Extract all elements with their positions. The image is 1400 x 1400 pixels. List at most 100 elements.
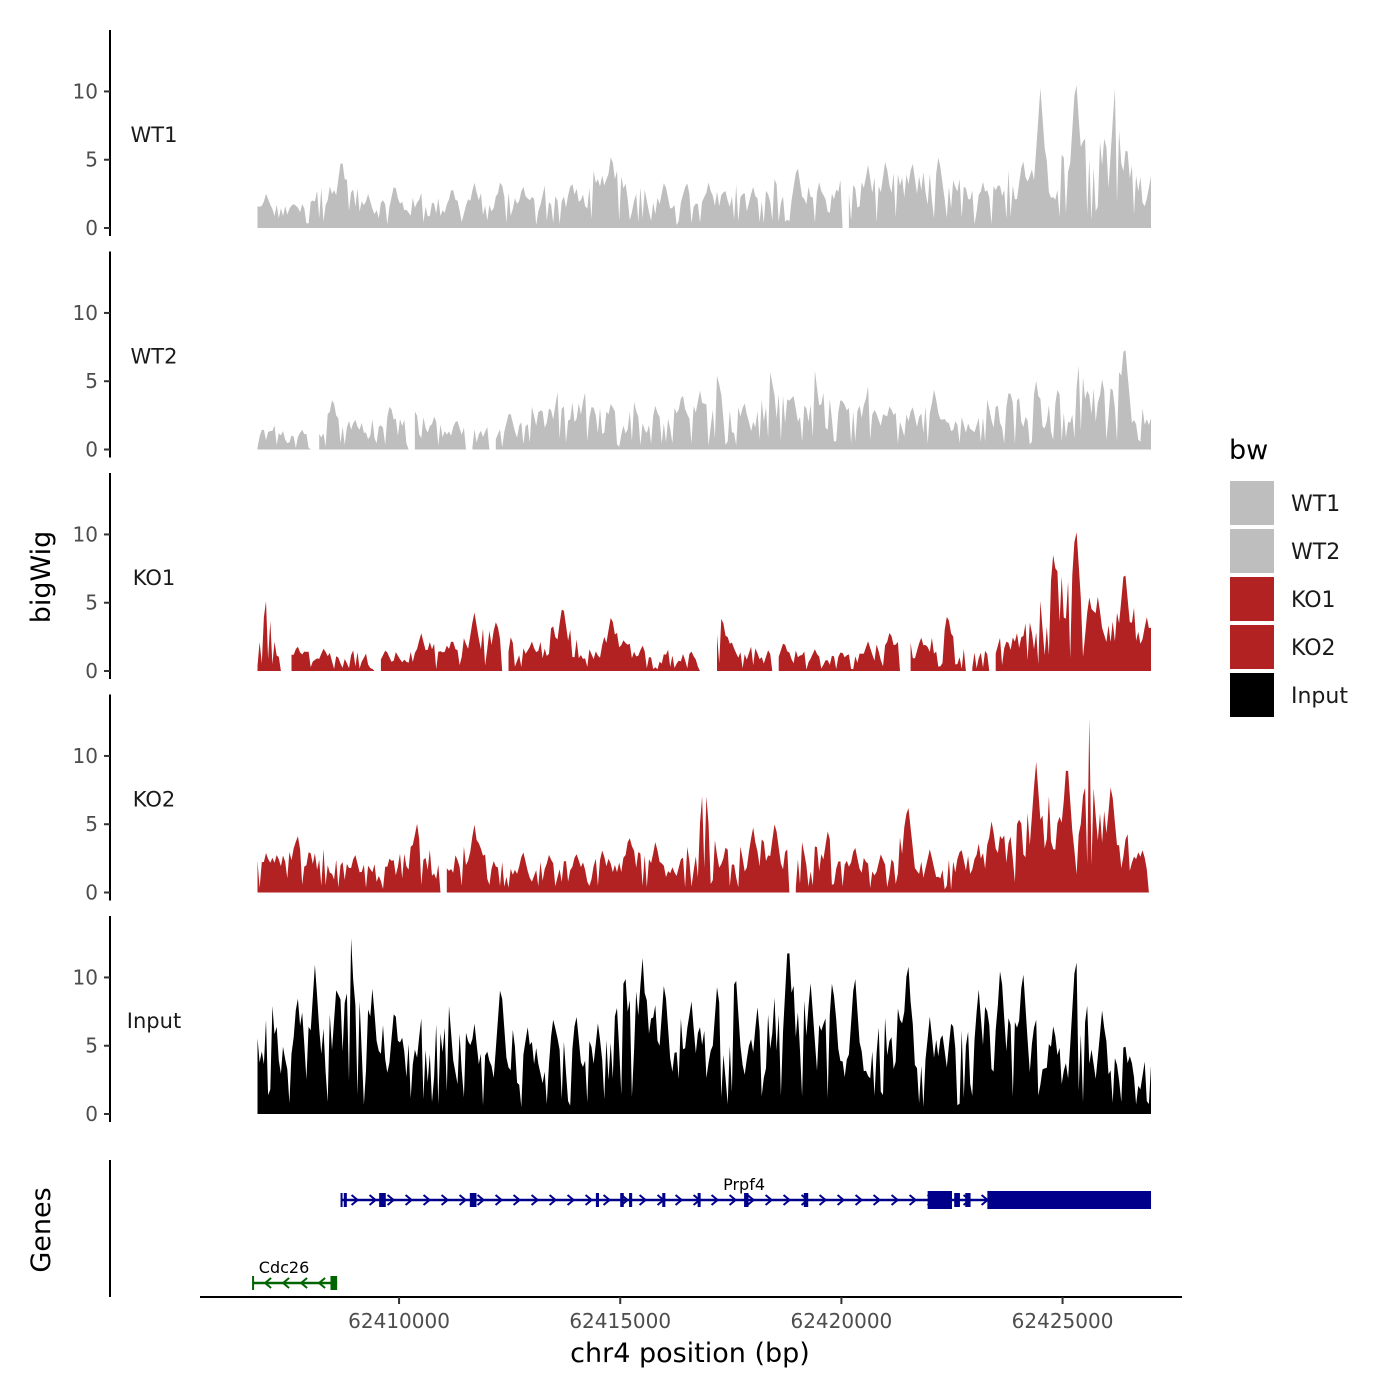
y-tick-label: 5 bbox=[85, 148, 98, 172]
gene-exon bbox=[330, 1276, 338, 1290]
gene-strand-arrow bbox=[281, 1277, 290, 1289]
y-axis-title-genes: Genes bbox=[26, 1187, 57, 1272]
gene-prpf4: Prpf4 bbox=[340, 1175, 1152, 1209]
track-label: KO2 bbox=[133, 788, 176, 812]
gene-strand-arrow bbox=[494, 1194, 504, 1206]
legend-label-wt2: WT2 bbox=[1291, 540, 1340, 565]
gene-exon bbox=[987, 1191, 1152, 1209]
x-axis-title: chr4 position (bp) bbox=[570, 1338, 810, 1369]
gene-strand-arrow bbox=[350, 1194, 360, 1206]
signal-area-ko1 bbox=[257, 532, 1151, 671]
y-tick-label: 10 bbox=[73, 522, 98, 546]
gene-exon bbox=[595, 1193, 599, 1207]
legend-swatch-ko1 bbox=[1230, 577, 1274, 621]
signal-area-wt2 bbox=[257, 350, 1151, 450]
gene-exon bbox=[629, 1193, 633, 1207]
x-tick-label: 62420000 bbox=[790, 1309, 892, 1333]
x-tick-label: 62410000 bbox=[348, 1309, 450, 1333]
gene-exon bbox=[744, 1193, 749, 1207]
gene-exon bbox=[662, 1193, 666, 1207]
legend: bw WT1 WT2 KO1 KO2 Input bbox=[1229, 435, 1348, 717]
x-tick-label: 62425000 bbox=[1012, 1309, 1114, 1333]
legend-title: bw bbox=[1229, 435, 1268, 466]
gene-strand-arrow bbox=[818, 1194, 828, 1206]
y-tick-label: 5 bbox=[85, 1034, 98, 1058]
y-tick-label: 10 bbox=[73, 744, 98, 768]
legend-label-wt1: WT1 bbox=[1291, 492, 1340, 517]
gene-strand-arrow bbox=[548, 1194, 558, 1206]
y-tick-label: 5 bbox=[85, 369, 98, 393]
track-label: WT2 bbox=[131, 345, 178, 369]
gene-exon bbox=[954, 1193, 960, 1207]
gene-strand-arrow bbox=[530, 1194, 540, 1206]
y-axis-title-bigwig: bigWig bbox=[26, 531, 57, 624]
gene-exon bbox=[620, 1193, 624, 1207]
gene-strand-arrow bbox=[908, 1194, 918, 1206]
gene-exon bbox=[803, 1193, 809, 1207]
gene-strand-arrow bbox=[476, 1194, 486, 1206]
gene-strand-arrow bbox=[638, 1194, 648, 1206]
gene-strand-arrow bbox=[746, 1194, 756, 1206]
gene-label: Prpf4 bbox=[723, 1175, 765, 1194]
gene-strand-arrow bbox=[764, 1194, 774, 1206]
gene-strand-arrow bbox=[263, 1277, 272, 1289]
gene-strand-arrow bbox=[836, 1194, 846, 1206]
gene-strand-arrow bbox=[782, 1194, 792, 1206]
gene-strand-arrow bbox=[422, 1194, 432, 1206]
y-tick-label: 5 bbox=[85, 591, 98, 615]
gene-strand-arrow bbox=[728, 1194, 738, 1206]
track-label: KO1 bbox=[133, 566, 176, 590]
track-wt1: 0 5 10 WT1 bbox=[73, 30, 1151, 240]
signal-area-ko2 bbox=[257, 717, 1149, 893]
y-tick-label: 0 bbox=[85, 659, 98, 683]
legend-swatch-ko2 bbox=[1230, 625, 1274, 669]
track-input: 0 5 10 Input bbox=[73, 916, 1151, 1126]
gene-cdc26: Cdc26 bbox=[252, 1258, 338, 1290]
y-tick-label: 0 bbox=[85, 216, 98, 240]
gene-strand-arrow bbox=[584, 1194, 594, 1206]
gene-strand-arrow bbox=[674, 1194, 684, 1206]
y-tick-label: 0 bbox=[85, 881, 98, 905]
gene-strand-arrow bbox=[317, 1277, 326, 1289]
gene-strand-arrow bbox=[368, 1194, 378, 1206]
gene-strand-arrow bbox=[710, 1194, 720, 1206]
gene-exon bbox=[469, 1193, 477, 1207]
gene-strand-arrow bbox=[854, 1194, 864, 1206]
y-tick-label: 5 bbox=[85, 812, 98, 836]
gene-exon bbox=[927, 1191, 952, 1209]
track-ko1: 0 5 10 KO1 bbox=[73, 473, 1151, 683]
legend-label-input: Input bbox=[1291, 684, 1348, 709]
y-tick-label: 10 bbox=[73, 79, 98, 103]
y-tick-label: 10 bbox=[73, 301, 98, 325]
track-ko2: 0 5 10 KO2 bbox=[73, 694, 1149, 905]
genes-layer: Cdc26 Prpf4 bbox=[109, 1160, 1152, 1297]
gene-exon bbox=[379, 1193, 386, 1207]
gene-exon bbox=[697, 1193, 701, 1207]
legend-swatch-input bbox=[1230, 673, 1274, 717]
x-tick-label: 62415000 bbox=[569, 1309, 671, 1333]
legend-label-ko1: KO1 bbox=[1291, 588, 1336, 613]
legend-swatch-wt1 bbox=[1230, 481, 1274, 525]
gene-strand-arrow bbox=[404, 1194, 414, 1206]
gene-exon bbox=[965, 1193, 971, 1207]
gene-strand-arrow bbox=[602, 1194, 612, 1206]
signal-area-wt1 bbox=[257, 85, 1151, 229]
gene-strand-arrow bbox=[440, 1194, 450, 1206]
gene-strand-arrow bbox=[458, 1194, 468, 1206]
x-axis: 62410000 62415000 62420000 62425000 bbox=[200, 1296, 1182, 1333]
gene-strand-arrow bbox=[512, 1194, 522, 1206]
gene-label: Cdc26 bbox=[259, 1258, 309, 1277]
gene-strand-arrow bbox=[566, 1194, 576, 1206]
gene-strand-arrow bbox=[386, 1194, 396, 1206]
y-tick-label: 10 bbox=[73, 965, 98, 989]
legend-label-ko2: KO2 bbox=[1291, 636, 1336, 661]
tracks-layer: 0 5 10 WT1 0 5 10 WT2 0 5 10 KO1 0 5 10 KO2 0 5 10 Input bbox=[73, 30, 1151, 1126]
legend-swatch-wt2 bbox=[1230, 529, 1274, 573]
gene-strand-arrow bbox=[890, 1194, 900, 1206]
y-tick-label: 0 bbox=[85, 1102, 98, 1126]
track-wt2: 0 5 10 WT2 bbox=[73, 251, 1151, 462]
gene-strand-arrow bbox=[872, 1194, 882, 1206]
track-label: WT1 bbox=[131, 123, 178, 147]
gene-exon bbox=[343, 1193, 347, 1207]
